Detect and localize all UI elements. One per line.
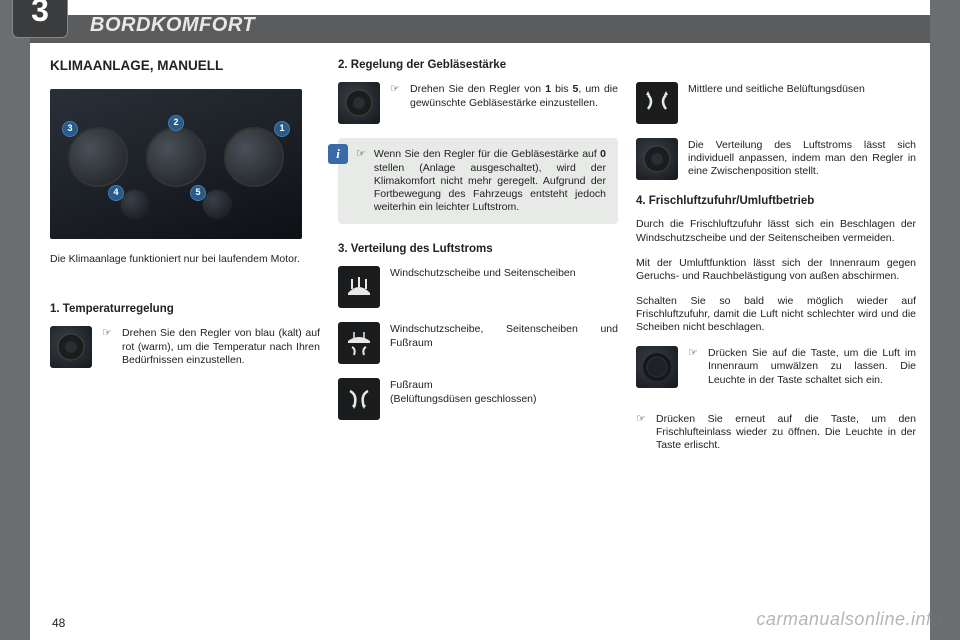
dist2-text: Windschutzscheibe, Seitenscheiben und Fu… xyxy=(390,322,618,349)
column-1: KLIMAANLAGE, MANUELL 3 2 1 4 5 Die Klima… xyxy=(50,58,320,464)
bullet-arrow-icon: ☞ xyxy=(390,83,402,109)
fan-dial-icon xyxy=(338,82,380,124)
section3-title: 3. Verteilung des Luftstroms xyxy=(338,242,618,256)
dist-row-1: Windschutzscheibe und Seitenscheiben xyxy=(338,266,618,308)
bullet-arrow-icon: ☞ xyxy=(102,327,114,366)
button-sm-left xyxy=(120,189,150,219)
watermark: carmanualsonline.info xyxy=(756,609,942,630)
dial-temperature xyxy=(68,127,128,187)
recirculation-button-icon xyxy=(636,346,678,388)
photo-badge-3: 3 xyxy=(62,121,78,137)
dist3-text: Fußraum (Belüftungsdüsen geschlossen) xyxy=(390,378,618,405)
dial-ac xyxy=(146,127,206,187)
temp-dial-icon xyxy=(50,326,92,368)
section1-title: 1. Temperaturregelung xyxy=(50,302,320,316)
manual-page: BORDKOMFORT 3 KLIMAANLAGE, MANUELL 3 2 1… xyxy=(30,0,930,640)
dist-row-3: Fußraum (Belüftungsdüsen geschlossen) xyxy=(338,378,618,420)
page-number: 48 xyxy=(52,616,65,630)
section2-title: 2. Regelung der Gebläsestärke xyxy=(338,58,618,72)
fan-bullet: Drehen Sie den Regler von 1 bis 5, um di… xyxy=(410,83,618,109)
photo-badge-2: 2 xyxy=(168,115,184,131)
recirculation-row: ☞ Drücken Sie auf die Taste, um die Luft… xyxy=(636,346,916,398)
bullet-arrow-icon: ☞ xyxy=(348,148,366,214)
floor-icon xyxy=(338,378,380,420)
section-title-main: KLIMAANLAGE, MANUELL xyxy=(50,58,320,75)
photo-badge-5: 5 xyxy=(190,185,206,201)
dist4-text: Mittlere und seitliche Belüftungsdüsen xyxy=(688,82,916,96)
info-icon: i xyxy=(328,144,348,164)
center-vents-icon xyxy=(636,82,678,124)
s4-p1: Durch die Frischluftzufuhr lässt sich ei… xyxy=(636,218,916,244)
windshield-icon xyxy=(338,266,380,308)
temp-control-text: ☞ Drehen Sie den Regler von blau (kalt) … xyxy=(102,326,320,378)
header-title: BORDKOMFORT xyxy=(90,14,255,37)
dist-row-2: Windschutzscheibe, Seitenscheiben und Fu… xyxy=(338,322,618,364)
climate-control-photo: 3 2 1 4 5 xyxy=(50,89,302,239)
caption-motor: Die Klimaanlage funktioniert nur bei lau… xyxy=(50,253,320,266)
dist-row-5: Die Verteilung des Luftstroms lässt sich… xyxy=(636,138,916,180)
s4-p2: Mit der Umluftfunktion lässt sich der In… xyxy=(636,257,916,283)
content-area: KLIMAANLAGE, MANUELL 3 2 1 4 5 Die Klima… xyxy=(50,58,910,464)
photo-badge-1: 1 xyxy=(274,121,290,137)
chapter-badge: 3 xyxy=(12,0,68,38)
section4-title: 4. Frischluftzufuhr/Umluftbetrieb xyxy=(636,194,916,208)
bullet-arrow-icon: ☞ xyxy=(688,347,700,386)
recirc-text: ☞ Drücken Sie auf die Taste, um die Luft… xyxy=(688,346,916,398)
windshield-floor-icon xyxy=(338,322,380,364)
fan-control-row: ☞ Drehen Sie den Regler von 1 bis 5, um … xyxy=(338,82,618,124)
column-3: Mittlere und seitliche Belüftungsdüsen D… xyxy=(636,58,916,464)
s4-p3: Schalten Sie so bald wie möglich wie­der… xyxy=(636,295,916,334)
fan-control-text: ☞ Drehen Sie den Regler von 1 bis 5, um … xyxy=(390,82,618,121)
dist5-text: Die Verteilung des Luftstroms lässt sich… xyxy=(688,138,916,178)
dist1-text: Windschutzscheibe und Seitenscheiben xyxy=(390,266,618,280)
button-sm-right xyxy=(202,189,232,219)
dial-airflow xyxy=(224,127,284,187)
distribution-dial-icon xyxy=(636,138,678,180)
info-box: i ☞ Wenn Sie den Regler für die Gebläses… xyxy=(338,138,618,224)
recirc-off-row: ☞ Drücken Sie erneut auf die Taste, um d… xyxy=(636,413,916,452)
dist-row-4: Mittlere und seitliche Belüftungsdüsen xyxy=(636,82,916,124)
bullet-arrow-icon: ☞ xyxy=(636,413,648,452)
column-2: 2. Regelung der Gebläsestärke ☞ Drehen S… xyxy=(338,58,618,464)
info-text: Wenn Sie den Regler für die Gebläsestärk… xyxy=(374,148,606,214)
temp-control-row: ☞ Drehen Sie den Regler von blau (kalt) … xyxy=(50,326,320,378)
photo-badge-4: 4 xyxy=(108,185,124,201)
